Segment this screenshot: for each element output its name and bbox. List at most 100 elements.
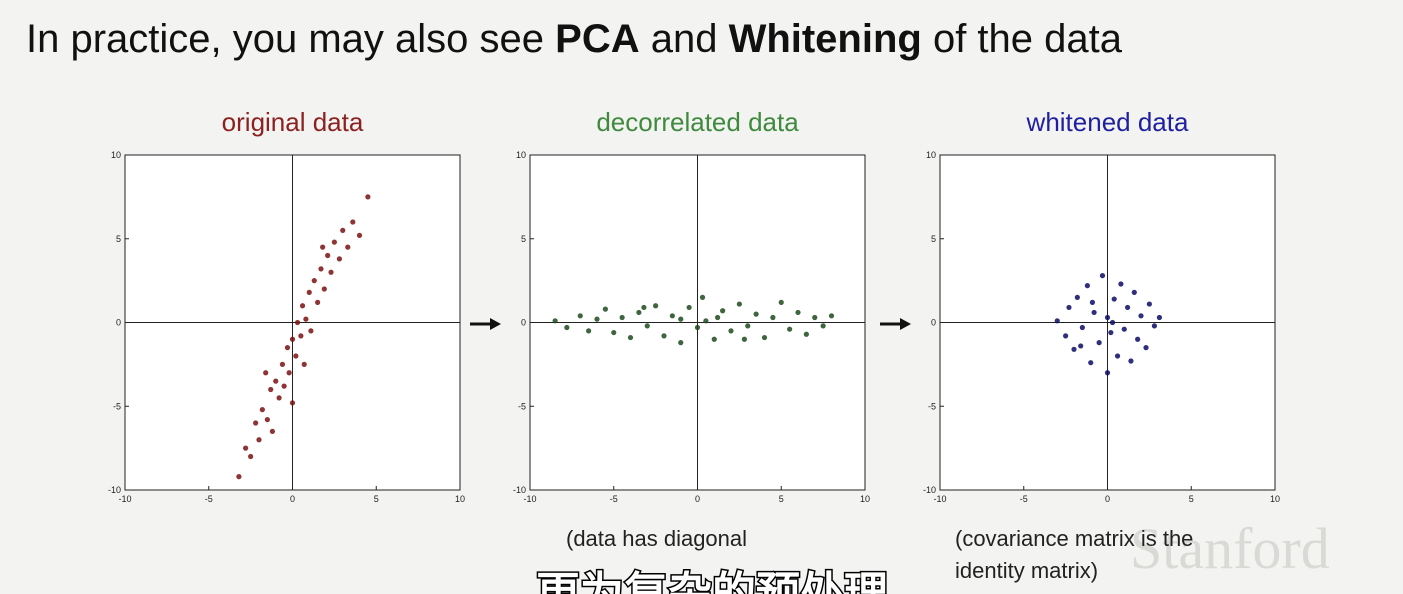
point [1135,336,1141,342]
y-tick-label: 0 [521,318,526,328]
point [286,370,292,376]
point [1091,309,1097,316]
watermark: Stanford [1130,516,1330,581]
point [627,334,634,341]
arrow [880,318,911,330]
point [1066,304,1072,311]
point [1109,319,1116,326]
point [331,239,337,245]
title-part: and [640,17,729,61]
y-tick-label: 10 [111,150,121,160]
title-part: Whitening [729,17,922,61]
point [256,437,262,443]
point [318,266,324,272]
point [803,331,809,337]
point [1074,294,1080,300]
point [253,420,259,426]
point [778,299,784,305]
point [636,309,642,316]
point [694,324,701,331]
point [686,304,692,311]
point [1054,318,1060,324]
point [315,299,321,305]
point [703,318,709,324]
x-tick-label: -5 [205,494,213,504]
point [711,336,717,342]
point [653,303,659,309]
x-tick-label: 10 [455,494,465,504]
point [306,289,312,295]
point [1096,340,1102,346]
y-tick-label: 0 [931,318,936,328]
point [641,304,647,311]
y-tick-label: 5 [521,234,526,244]
point [1114,353,1121,359]
point [1143,345,1149,351]
point [669,313,675,319]
point [1151,323,1157,329]
point [1063,333,1069,339]
point [336,256,342,262]
point [243,445,249,451]
point [728,328,734,334]
y-tick-label: 10 [926,150,936,160]
x-tick-label: 10 [1270,494,1280,504]
point [298,333,304,339]
point [289,336,296,342]
y-tick-label: -10 [923,485,936,495]
point [586,328,592,334]
point [293,353,299,359]
point [325,252,331,259]
point [356,232,363,238]
point [350,219,356,225]
point [1128,358,1134,364]
point [268,386,274,393]
x-tick-label: -10 [523,494,536,504]
y-tick-label: -5 [928,401,936,411]
point [279,361,286,367]
point [678,316,684,322]
point [1118,281,1124,287]
point [264,417,270,423]
point [263,370,269,376]
point [311,278,317,284]
point [699,294,706,300]
point [745,323,751,329]
point [1084,283,1090,289]
point [1104,370,1111,376]
x-tick-label: -5 [1020,494,1028,504]
point [602,306,608,312]
point [812,314,818,321]
y-tick-label: 10 [516,150,526,160]
point [661,333,667,339]
point [308,328,314,334]
point [564,324,570,331]
point [276,395,282,401]
point [1111,296,1117,302]
point [1099,273,1106,279]
point [828,313,835,319]
title-part: of the data [922,17,1123,61]
point [770,314,776,321]
x-tick-label: 10 [860,494,870,504]
y-tick-label: 0 [116,318,121,328]
point [619,314,625,321]
caption: identity matrix) [955,558,1098,583]
point [1121,326,1127,332]
x-tick-label: 5 [779,494,784,504]
x-tick-label: 0 [1105,494,1110,504]
point [1089,299,1096,305]
point [321,286,327,292]
chart-title: original data [222,107,364,137]
point [328,269,334,275]
chart-title: whitened data [1026,107,1189,137]
point [301,361,307,367]
point [611,329,617,336]
point [259,407,265,413]
point [787,326,793,332]
point [795,309,801,316]
x-tick-label: -10 [118,494,131,504]
title-part: In practice, you may also see [26,17,555,61]
point [1108,329,1114,336]
